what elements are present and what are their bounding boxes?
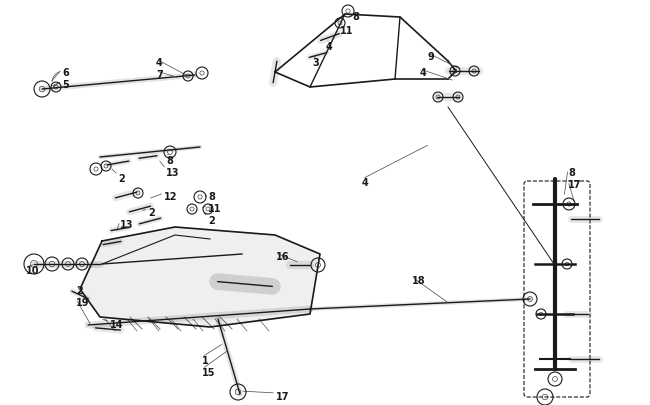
Text: 6: 6 — [62, 68, 69, 78]
Text: 13: 13 — [166, 168, 179, 177]
Text: 10: 10 — [26, 265, 40, 275]
Text: 3: 3 — [312, 58, 318, 68]
Text: 12: 12 — [164, 192, 177, 202]
Text: 2: 2 — [118, 174, 125, 183]
Text: 7: 7 — [156, 70, 162, 80]
Text: 2: 2 — [76, 285, 83, 295]
Text: 11: 11 — [340, 26, 354, 36]
Text: 16: 16 — [276, 252, 289, 261]
Text: 4: 4 — [326, 42, 333, 52]
Text: 18: 18 — [412, 275, 426, 285]
Text: 9: 9 — [428, 52, 435, 62]
Text: 5: 5 — [62, 80, 69, 90]
Text: 4: 4 — [420, 68, 427, 78]
Text: 13: 13 — [120, 220, 133, 230]
Text: 17: 17 — [276, 391, 289, 401]
Text: 17: 17 — [568, 179, 582, 190]
Text: 2: 2 — [148, 207, 155, 217]
Polygon shape — [80, 228, 320, 327]
Text: 15: 15 — [202, 367, 216, 377]
Text: 8: 8 — [208, 192, 215, 202]
Text: 19: 19 — [76, 297, 90, 307]
Text: 8: 8 — [352, 12, 359, 22]
Text: 4: 4 — [156, 58, 162, 68]
Text: 2: 2 — [208, 215, 214, 226]
Text: 14: 14 — [110, 319, 124, 329]
Text: 11: 11 — [208, 203, 222, 213]
Text: 8: 8 — [568, 168, 575, 177]
Text: 4: 4 — [362, 177, 369, 188]
Text: 8: 8 — [166, 156, 173, 166]
Text: 1: 1 — [202, 355, 209, 365]
